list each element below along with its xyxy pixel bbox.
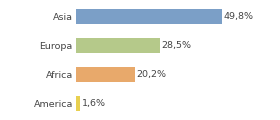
Text: 49,8%: 49,8%: [224, 12, 254, 21]
Text: 20,2%: 20,2%: [137, 70, 167, 79]
Bar: [76, 9, 222, 24]
Text: 28,5%: 28,5%: [161, 41, 191, 50]
Bar: [76, 96, 80, 111]
Text: 1,6%: 1,6%: [82, 99, 106, 108]
Bar: [76, 38, 160, 53]
Bar: [76, 67, 135, 82]
